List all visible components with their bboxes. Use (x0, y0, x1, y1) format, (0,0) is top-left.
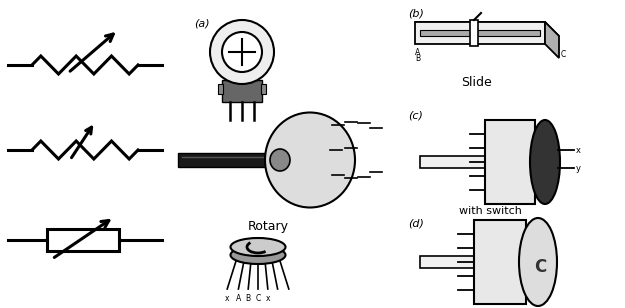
Bar (178, 153, 302, 167)
Ellipse shape (265, 112, 355, 208)
Text: (c): (c) (408, 110, 423, 120)
Text: A: A (416, 48, 421, 57)
Ellipse shape (270, 149, 290, 171)
Ellipse shape (530, 120, 560, 204)
Text: x: x (266, 294, 270, 303)
Text: x: x (576, 145, 581, 155)
Ellipse shape (231, 238, 286, 256)
Text: B: B (246, 294, 251, 303)
Bar (474, 220, 526, 304)
Bar (261, 84, 266, 94)
Bar (420, 256, 478, 268)
Text: (d): (d) (408, 218, 424, 228)
Polygon shape (415, 22, 559, 36)
Bar (470, 20, 478, 46)
Text: x: x (225, 294, 229, 303)
Text: Slide: Slide (461, 76, 491, 89)
Text: C: C (561, 50, 566, 59)
Text: Rotary: Rotary (248, 220, 289, 233)
Bar (47, 229, 119, 251)
Text: (a): (a) (194, 18, 209, 28)
Text: C: C (534, 258, 546, 276)
Text: y: y (576, 164, 581, 172)
Ellipse shape (519, 218, 557, 306)
Bar (420, 30, 540, 36)
Bar (222, 80, 262, 102)
Text: A: A (236, 294, 241, 303)
Text: Double: Double (488, 287, 532, 300)
Text: C: C (256, 294, 261, 303)
Ellipse shape (231, 246, 286, 264)
Bar (485, 120, 535, 204)
Bar (218, 84, 223, 94)
Polygon shape (545, 22, 559, 58)
Text: (b): (b) (408, 8, 424, 18)
Circle shape (222, 32, 262, 72)
Polygon shape (415, 22, 545, 44)
Text: B: B (416, 54, 421, 63)
Bar (420, 156, 490, 168)
Circle shape (210, 20, 274, 84)
Text: with switch: with switch (459, 206, 521, 216)
